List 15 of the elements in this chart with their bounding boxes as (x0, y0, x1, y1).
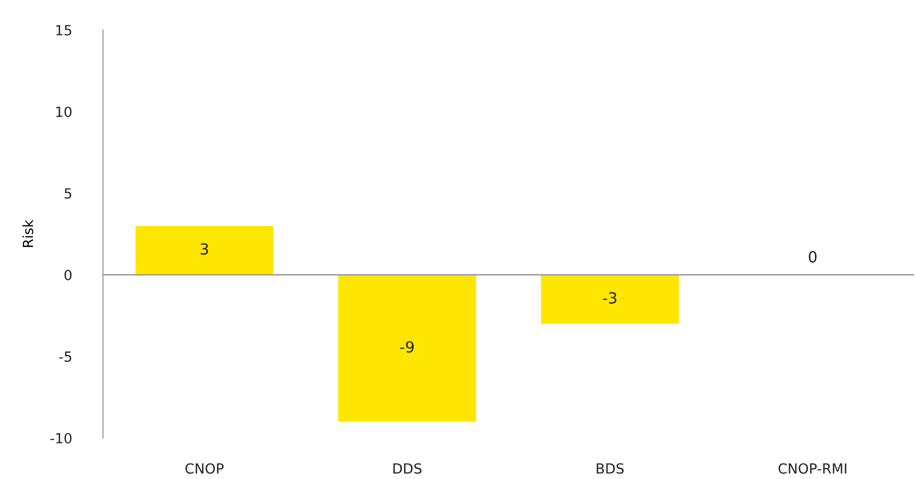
data-label: 0 (808, 251, 817, 263)
x-tick-label: BDS (596, 463, 624, 474)
data-label: 3 (200, 243, 208, 255)
y-tick-label: -5 (59, 352, 72, 362)
y-tick-label: 5 (64, 188, 72, 199)
y-tick-label: -10 (50, 432, 72, 444)
x-tick-label: CNOP-RMI (778, 463, 846, 474)
y-tick-label: 0 (64, 270, 72, 280)
data-label: -3 (603, 292, 616, 304)
y-tick-label: 15 (56, 25, 72, 36)
y-axis-title: Risk (22, 220, 34, 248)
data-label: -9 (400, 341, 414, 353)
x-tick-label: DDS (393, 463, 422, 474)
y-tick-label: 10 (56, 106, 72, 118)
x-tick-label: CNOP (185, 463, 224, 474)
